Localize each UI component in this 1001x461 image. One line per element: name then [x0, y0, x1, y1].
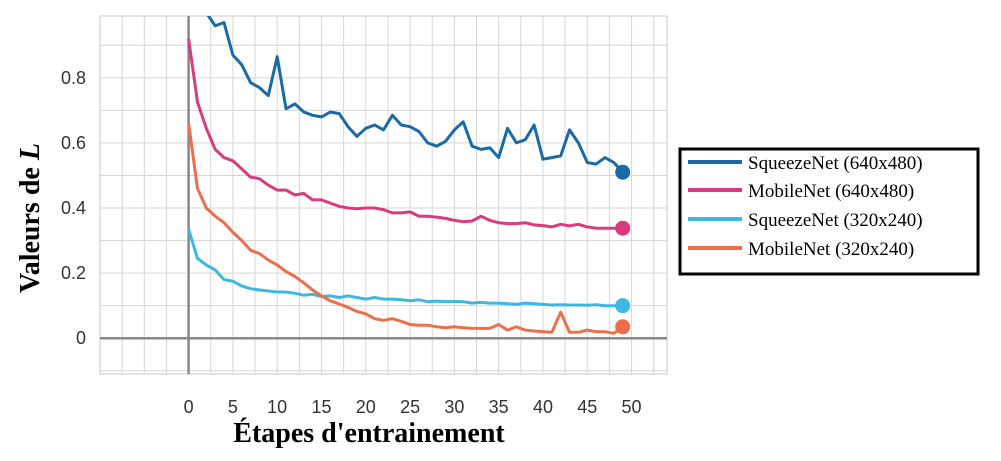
series-line-2	[187, 228, 623, 308]
y-tick-label: 0.4	[61, 198, 86, 218]
series-group	[187, 16, 624, 335]
x-tick-label: 30	[444, 397, 464, 417]
x-axis-title: Étapes d'entrainement	[233, 418, 505, 449]
x-tick-label: 50	[622, 397, 642, 417]
y-axis-title-symbol: L	[15, 143, 46, 161]
plot-frame	[99, 15, 668, 375]
x-tick-label: 0	[184, 397, 194, 417]
x-tick-label: 45	[577, 397, 597, 417]
legend-label-1: MobileNet (640x480)	[748, 181, 914, 202]
series-end-marker-0	[615, 164, 631, 180]
end-markers	[615, 164, 631, 335]
legend-label-0: SqueezeNet (640x480)	[748, 153, 923, 174]
series-end-marker-1	[615, 220, 631, 236]
series-line-0	[206, 16, 624, 174]
legend-box	[678, 147, 980, 276]
x-tick-label: 15	[311, 397, 331, 417]
x-tick-label: 5	[228, 397, 238, 417]
y-axis-title-prefix: Valeurs de	[15, 160, 46, 293]
x-tick-label: 10	[267, 397, 287, 417]
legend-label-2: SqueezeNet (320x240)	[748, 210, 923, 231]
series-end-marker-2	[615, 298, 631, 314]
x-tick-label: 35	[489, 397, 509, 417]
x-tick-label: 25	[400, 397, 420, 417]
series-line-3	[187, 123, 624, 335]
x-tick-label: 40	[533, 397, 553, 417]
y-tick-label: 0.6	[61, 133, 86, 153]
y-tick-label: 0.8	[61, 68, 86, 88]
y-tick-label: 0.2	[61, 263, 86, 283]
y-axis-title: Valeurs de L	[15, 143, 46, 293]
legend-label-3: MobileNet (320x240)	[748, 239, 914, 260]
axes	[100, 16, 667, 374]
tick-labels: 0 5 10 15 20 25 30 35 40 45 50 0 0.2 0.4 0.6 0.8	[61, 68, 642, 417]
legend: SqueezeNet (640x480) MobileNet (640x480) S…	[678, 147, 980, 276]
y-tick-label: 0	[76, 328, 86, 348]
x-tick-label: 20	[356, 397, 376, 417]
series-end-marker-3	[615, 319, 631, 335]
series-line-1	[187, 38, 623, 230]
